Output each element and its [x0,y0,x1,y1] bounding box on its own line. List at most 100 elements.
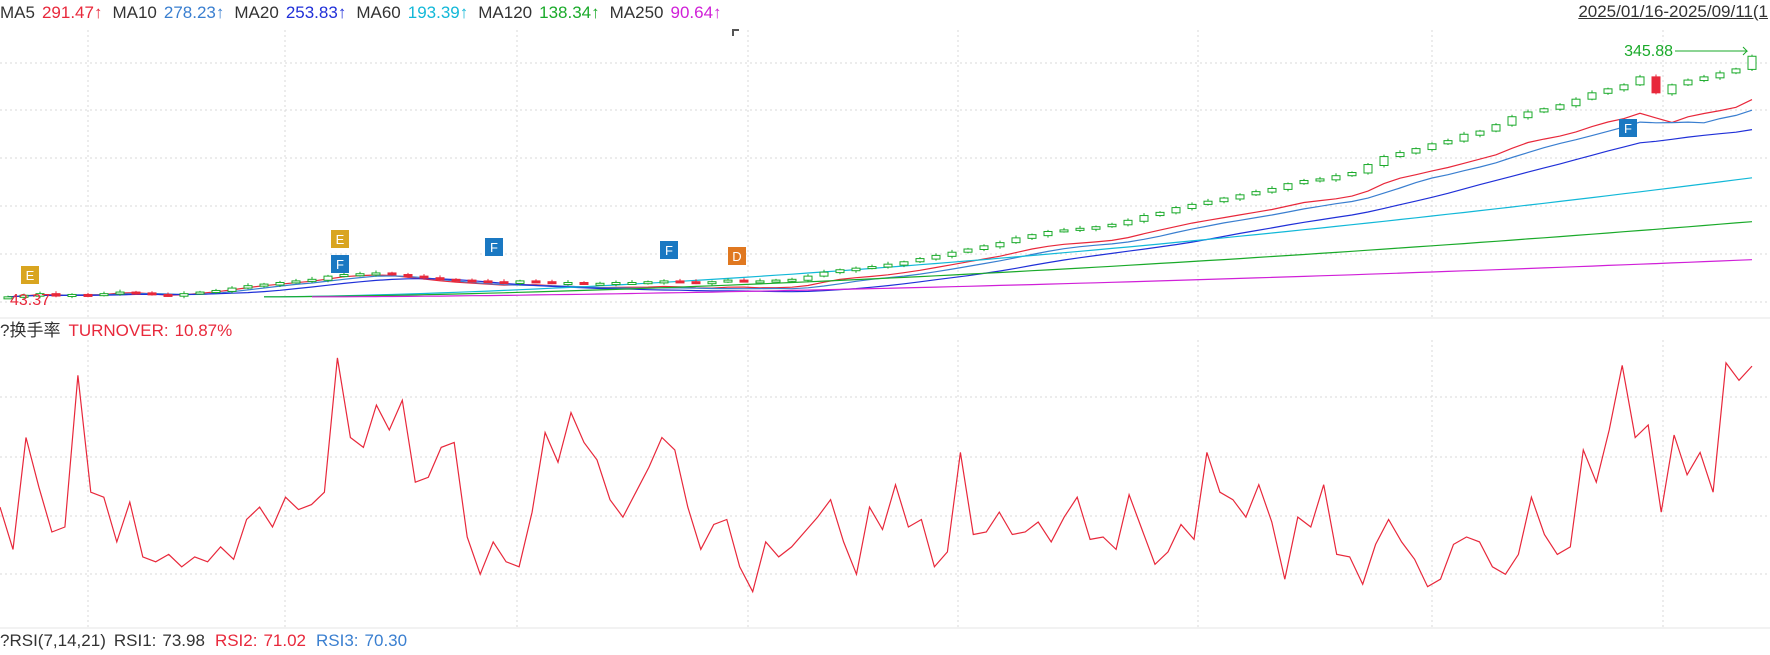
candle-body [1603,88,1613,94]
turnover-name: 换手率 [9,321,61,340]
ma-value-ma250: 90.64 [670,3,714,22]
candle-body [963,248,973,253]
candle-body [947,251,957,257]
candle-body [1523,111,1533,119]
candle-body [403,274,413,278]
candle-body [1699,76,1709,82]
candle-body [979,245,989,251]
candle-body [531,280,541,284]
help-icon[interactable]: ? [0,321,10,340]
candle-body [243,285,253,289]
up-arrow-icon: ↑ [337,3,347,22]
candle-body [787,278,797,282]
ma-value-ma60: 193.39 [407,3,460,22]
candle-body [499,281,509,285]
marker-letter: E [26,268,35,283]
marker-e [21,266,39,284]
up-arrow-icon: ↑ [215,3,225,22]
candle-body [147,292,157,296]
candle-body [1299,179,1309,185]
ma-line-ma10 [7,109,1753,298]
candle-body [1027,234,1037,239]
ma-line-ma120 [264,221,1753,298]
candle-body [67,293,77,298]
candle-body [707,281,717,285]
candle-body [515,280,525,284]
marker-f [660,241,678,259]
candle-body [1619,84,1629,91]
candle-body [371,272,381,276]
candle-body [771,279,781,283]
candle-body [579,281,589,285]
candle-body [723,279,733,283]
ma-line-ma20 [7,129,1753,298]
marker-f [331,255,349,273]
ma-value-ma10: 278.23 [163,3,216,22]
high-arrow [1675,46,1749,56]
candle-body [1251,191,1261,196]
candle-body [83,293,93,297]
candle-body [1107,223,1117,228]
candle-body [1347,172,1357,177]
candle-body [611,281,621,285]
rsi2-label: RSI2: [214,631,258,650]
turnover-legend: ? 换手率 TURNOVER: 10.87% [0,320,232,342]
candle-body [1283,183,1293,190]
candle-body [355,273,365,277]
candle-body [1091,226,1101,230]
ma-line-ma60 [264,177,1753,298]
high-price-label: 345.88 [1624,43,1673,60]
ma-name-ma5: MA5 [0,3,35,22]
help-icon[interactable]: ? [0,631,10,650]
turnover-label: TURNOVER: [68,321,169,340]
low-price-label: 43.37 [10,292,50,309]
candle-body [1411,148,1421,154]
marker-letter: F [665,243,673,258]
candle-body [1315,178,1325,182]
candle-body [1235,194,1245,200]
date-range[interactable]: 2025/01/16-2025/09/11(1 [1578,2,1768,21]
candle-body [1123,219,1133,226]
candle-body [739,279,749,283]
candle-body [387,272,397,276]
ma-value-ma20: 253.83 [285,3,338,22]
candle-body [1363,164,1373,174]
candle-body [563,281,573,285]
candle-body [195,291,205,295]
rsi3-value: 70.30 [364,631,408,650]
candle-body [1395,152,1405,158]
candle-body [1539,108,1549,113]
marker-f [485,238,503,256]
candle-body [691,281,701,285]
candle-body [1267,187,1277,193]
candle-body [275,281,285,286]
candle-body [1219,197,1229,203]
candle-body [659,280,669,284]
ma-legend: MA5 291.47 ↑ MA10 278.23 ↑ MA20 253.83 ↑ MA60 193.… [0,2,732,24]
candle-body [1475,130,1485,136]
candle-body [227,287,237,292]
candle-body [1155,211,1165,217]
candle-body [1715,72,1725,79]
candle-body [1443,140,1453,145]
up-arrow-icon: ↑ [713,3,722,22]
candle-body [931,254,941,260]
candle-body [1459,133,1469,142]
candle-body [1187,203,1197,210]
candle-body [467,279,477,283]
rsi3-label: RSI3: [316,631,359,650]
candle-body [819,271,829,277]
candle-body [35,293,45,297]
candle-body [1555,104,1565,110]
candle-body [915,258,925,263]
rsi2-value: 71.02 [263,631,307,650]
candle-body [163,293,173,297]
candle-body [803,275,813,281]
ma-value-ma5: 291.47 [41,3,94,22]
rsi1-label: RSI1: [113,631,157,650]
candle-body [483,280,493,284]
up-arrow-icon: ↑ [591,3,600,22]
ma-name-ma250: MA250 [609,3,664,22]
candle-body [675,280,685,284]
